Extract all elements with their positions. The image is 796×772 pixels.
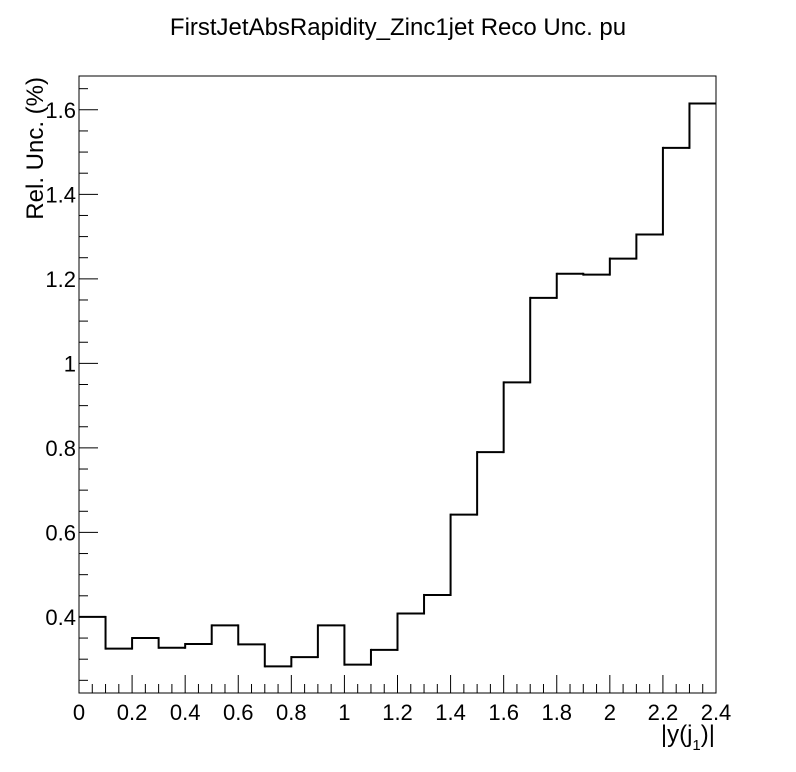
x-tick-label: 2 [604,700,616,725]
x-axis-title-main: |y(j [661,721,693,748]
y-tick-label: 1.6 [45,98,76,123]
x-axis: 0 0.2 0.4 0.6 0.8 1 1.2 1.4 1.6 1.8 2 2.2 2.4 [73,675,731,725]
x-tick-label: 0.2 [117,700,148,725]
x-tick-label: 1.8 [541,700,572,725]
data-series [79,102,716,668]
x-tick-label: 1.6 [488,700,519,725]
y-tick-label: 1.4 [45,182,76,207]
x-tick-label: 2.4 [701,700,732,725]
x-tick-label: 0.8 [276,700,307,725]
y-axis-title: Rel. Unc. (%) [22,77,49,220]
x-axis-title-subscript: 1 [692,737,700,754]
y-tick-label: 0.8 [45,436,76,461]
x-tick-label: 0.4 [170,700,201,725]
x-tick-label: 1.4 [435,700,466,725]
y-tick-label: 0.4 [45,605,76,630]
y-tick-label: 0.6 [45,520,76,545]
y-axis: 0.4 0.6 0.8 1 1.2 1.4 1.6 [45,88,98,681]
plot-frame [78,75,717,694]
x-tick-label: 2.2 [648,700,679,725]
x-axis-title-suffix: )| [701,721,715,748]
x-tick-label: 0 [73,700,85,725]
x-tick-label: 1.2 [382,700,413,725]
y-tick-label: 1 [64,351,76,376]
chart-title: FirstJetAbsRapidity_Zinc1jet Reco Unc. p… [170,14,626,41]
x-tick-label: 1 [338,700,350,725]
x-axis-title: |y(j1)| [661,721,715,754]
y-tick-label: 1.2 [45,267,76,292]
x-tick-label: 0.6 [223,700,254,725]
